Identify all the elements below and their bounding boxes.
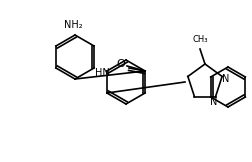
Text: NH₂: NH₂ <box>64 20 82 30</box>
Text: N: N <box>210 97 217 107</box>
Text: N: N <box>223 74 230 84</box>
Text: HN: HN <box>95 68 109 78</box>
Text: O: O <box>117 59 125 69</box>
Text: CH₃: CH₃ <box>192 35 208 44</box>
